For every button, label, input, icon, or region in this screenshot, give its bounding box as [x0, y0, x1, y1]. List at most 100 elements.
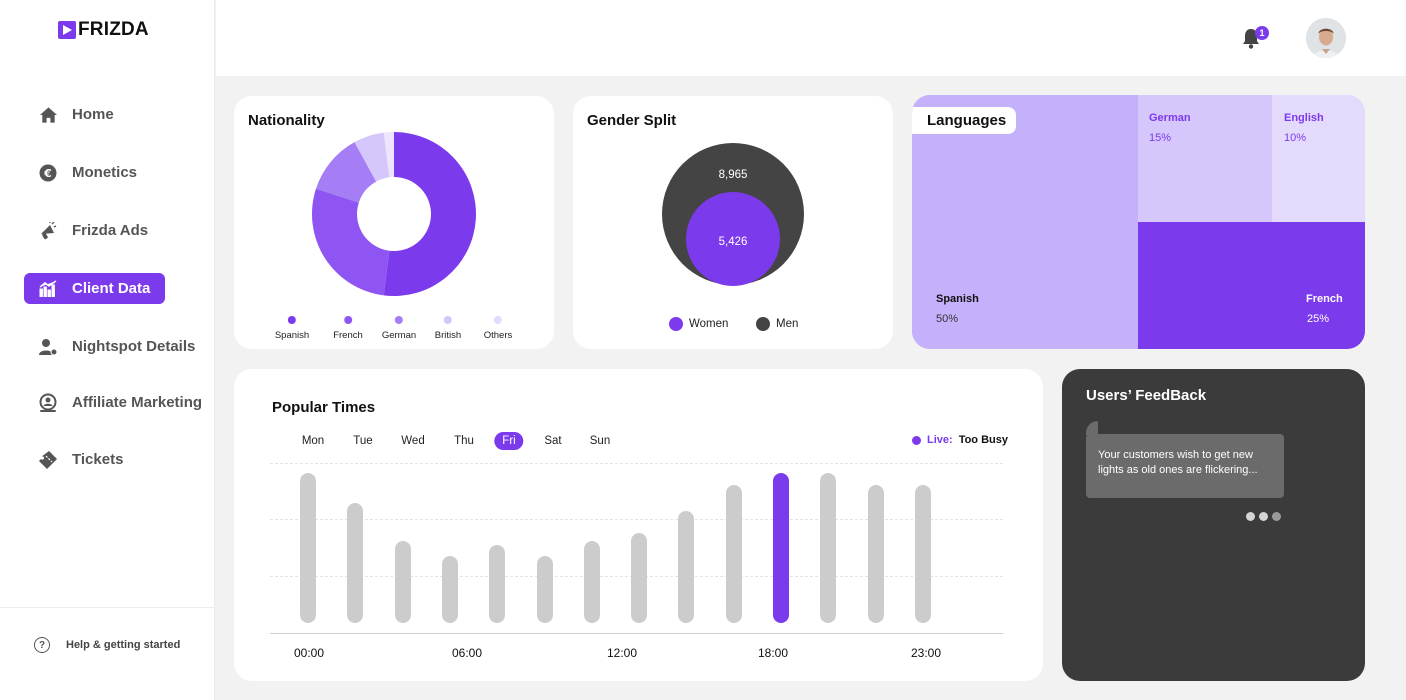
tab-mon[interactable]: Mon: [301, 435, 325, 447]
tab-sat[interactable]: Sat: [544, 435, 562, 447]
legend-dot: [288, 316, 296, 324]
legend-german: German: [382, 316, 416, 341]
popular-times-title: Popular Times: [272, 399, 376, 416]
hour-bar[interactable]: [583, 540, 600, 623]
sidebar-item-client-data[interactable]: Client Data: [24, 273, 165, 304]
tile-german: German 15%: [1138, 95, 1272, 222]
notification-badge: 1: [1255, 26, 1269, 40]
help-label: Help & getting started: [66, 639, 181, 651]
hour-bar[interactable]: [536, 555, 553, 623]
women-circle: [686, 192, 780, 286]
tab-tue[interactable]: Tue: [353, 435, 373, 447]
sidebar-item-label: Monetics: [72, 164, 138, 181]
gridline: [270, 463, 1003, 464]
tile-french: French 25%: [1138, 222, 1365, 349]
x-axis-line: [270, 633, 1003, 634]
hour-bar[interactable]: [914, 485, 931, 623]
sidebar-divider: [0, 607, 215, 608]
donut-slice-spanish: [383, 132, 477, 296]
pagination-dot[interactable]: [1272, 512, 1281, 521]
sidebar-item-frizda-ads[interactable]: Frizda Ads: [24, 215, 204, 246]
sidebar-item-tickets[interactable]: Tickets: [24, 444, 204, 475]
tick-label: 23:00: [910, 646, 942, 660]
legend-others: Others: [484, 316, 512, 341]
sidebar-item-nightspot-details[interactable]: Nightspot Details: [24, 331, 204, 362]
euro-icon: €: [38, 163, 58, 183]
feedback-message: Your customers wish to get new lights as…: [1086, 421, 1284, 498]
live-status: Live: Too Busy: [912, 434, 1008, 446]
tick-label: 06:00: [451, 646, 483, 660]
tab-fri[interactable]: Fri: [494, 432, 524, 450]
pagination-dot[interactable]: [1259, 512, 1268, 521]
languages-card: Spanish 50% German 15% English 10% Frenc…: [912, 95, 1365, 349]
hour-bar[interactable]: [867, 485, 884, 623]
user-settings-icon: [38, 337, 58, 357]
legend-french: French: [333, 316, 363, 341]
brand-logo[interactable]: FRIZDA: [58, 19, 149, 41]
user-avatar[interactable]: [1306, 18, 1346, 58]
tick-label: 18:00: [757, 646, 789, 660]
legend-dot: [493, 316, 502, 324]
nationality-title: Nationality: [248, 112, 325, 129]
top-header: [216, 0, 1406, 76]
legend-british: British: [435, 316, 461, 341]
donut-slice-french: [312, 188, 390, 296]
hour-bar[interactable]: [773, 473, 789, 623]
sidebar-item-label: Home: [72, 106, 114, 123]
donut-slice-british: [354, 132, 390, 182]
tick-label: 12:00: [606, 646, 638, 660]
feedback-title: Users’ FeedBack: [1086, 387, 1207, 404]
languages-title: Languages: [912, 107, 1017, 134]
hour-bar[interactable]: [489, 545, 506, 623]
gender-bubble-chart: 8,965 5,426: [662, 143, 804, 286]
hour-bar[interactable]: [725, 485, 742, 623]
gridline: [270, 519, 1003, 520]
feedback-card: Users’ FeedBack Your customers wish to g…: [1062, 369, 1365, 681]
legend-dot: [756, 317, 770, 331]
gender-split-card: Gender Split 8,965 5,426 Women Men: [573, 96, 893, 349]
hour-bar[interactable]: [441, 555, 458, 623]
logo-mark-icon: [58, 21, 76, 39]
gender-title: Gender Split: [587, 112, 677, 129]
feedback-pagination: [1246, 512, 1281, 521]
hour-bar[interactable]: [394, 540, 411, 623]
donut-slice-others: [383, 132, 394, 178]
women-value: 5,426: [719, 236, 748, 248]
sidebar-item-label: Affiliate Marketing: [72, 394, 203, 411]
megaphone-icon: [38, 221, 58, 241]
sidebar-item-label: Tickets: [72, 451, 124, 468]
hour-bar[interactable]: [678, 510, 695, 623]
brand-name: FRIZDA: [78, 19, 149, 40]
sidebar-item-monetics[interactable]: € Monetics: [24, 157, 204, 188]
tick-label: 00:00: [293, 646, 325, 660]
nationality-card: Nationality Spanish French German Britis…: [234, 96, 554, 349]
help-icon: ?: [34, 637, 50, 653]
sidebar-item-label: Nightspot Details: [72, 338, 196, 355]
legend-dot: [343, 316, 352, 324]
hour-bar[interactable]: [820, 473, 837, 623]
chart-icon: [38, 279, 58, 299]
help-link[interactable]: ? Help & getting started: [34, 637, 180, 653]
tab-sun[interactable]: Sun: [589, 435, 611, 447]
tile-english: English 10%: [1272, 95, 1365, 222]
men-value: 8,965: [719, 169, 748, 181]
live-dot-icon: [912, 435, 921, 445]
tab-wed[interactable]: Wed: [401, 435, 425, 447]
pagination-dot[interactable]: [1246, 512, 1255, 521]
legend-spanish: Spanish: [275, 316, 309, 341]
ticket-icon: [38, 450, 58, 470]
live-value: Too Busy: [958, 434, 1008, 446]
tab-thu[interactable]: Thu: [454, 435, 474, 447]
legend-dot: [669, 317, 683, 331]
hour-bar[interactable]: [631, 533, 648, 623]
sidebar-item-label: Frizda Ads: [72, 222, 149, 239]
sidebar-item-home[interactable]: Home: [24, 99, 204, 130]
legend-men: Men: [756, 317, 798, 331]
hour-bar[interactable]: [300, 473, 316, 623]
home-icon: [38, 105, 58, 125]
legend-dot: [444, 316, 452, 324]
sidebar-item-affiliate-marketing[interactable]: Affiliate Marketing: [24, 387, 204, 418]
svg-text:€: €: [43, 167, 52, 180]
donut-slice-german: [316, 142, 377, 203]
hour-bar[interactable]: [347, 503, 364, 623]
